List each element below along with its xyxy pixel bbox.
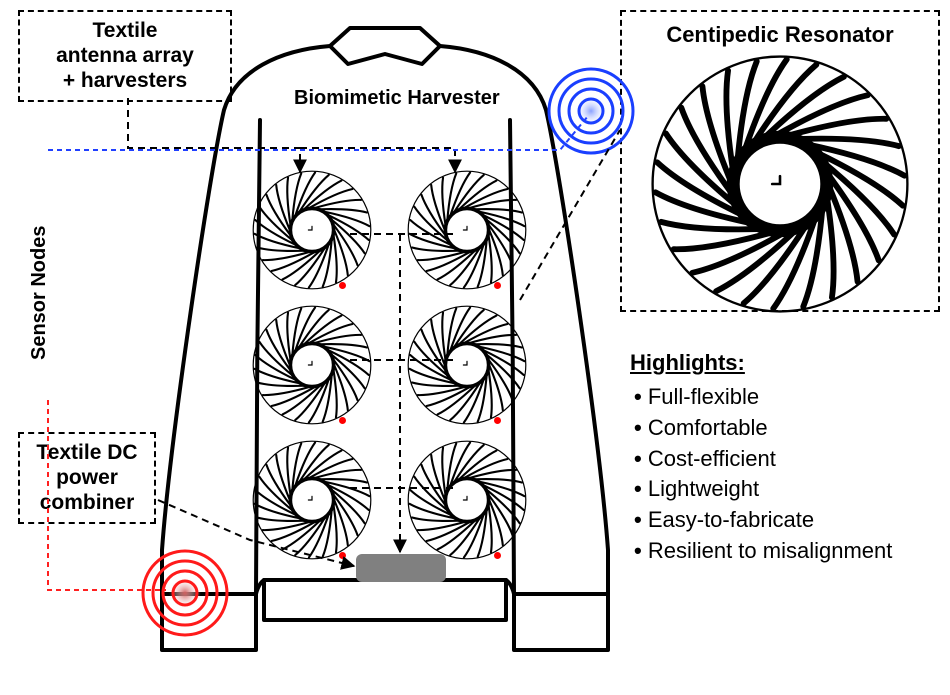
spiral-harvester xyxy=(407,305,552,430)
highlight-item: Full-flexible xyxy=(634,382,940,413)
highlight-item: Cost-efficient xyxy=(634,444,940,475)
harvester-node-dot xyxy=(339,417,346,424)
spiral-grid xyxy=(252,170,552,565)
highlight-item: Easy-to-fabricate xyxy=(634,505,940,536)
signal-rings-red xyxy=(140,548,230,638)
harvester-node-dot xyxy=(339,552,346,559)
spiral-harvester xyxy=(252,170,397,295)
signal-rings-blue xyxy=(546,66,636,156)
big-spiral-holder xyxy=(634,54,926,320)
spiral-harvester xyxy=(252,440,397,565)
harvester-node-dot xyxy=(494,282,501,289)
highlight-item: Lightweight xyxy=(634,474,940,505)
harvester-node-dot xyxy=(494,552,501,559)
spiral-harvester xyxy=(407,170,552,295)
callout-textile-dc-label: Textile DCpowercombiner xyxy=(36,441,137,514)
harvester-node-dot xyxy=(339,282,346,289)
highlights-title: Highlights: xyxy=(630,350,940,376)
label-sensor-nodes: Sensor Nodes xyxy=(28,226,51,360)
spiral-harvester xyxy=(407,440,552,565)
callout-resonator: Centipedic Resonator xyxy=(620,10,940,312)
callout-resonator-title: Centipedic Resonator xyxy=(666,22,893,47)
callout-textile-dc: Textile DCpowercombiner xyxy=(18,432,156,524)
highlight-item: Resilient to misalignment xyxy=(634,536,940,567)
dc-combiner-box xyxy=(356,554,446,582)
highlights-list: Full-flexibleComfortableCost-efficientLi… xyxy=(630,382,940,567)
spiral-harvester xyxy=(252,305,397,430)
harvester-node-dot xyxy=(494,417,501,424)
highlights-block: Highlights: Full-flexibleComfortableCost… xyxy=(630,350,940,567)
highlight-item: Comfortable xyxy=(634,413,940,444)
